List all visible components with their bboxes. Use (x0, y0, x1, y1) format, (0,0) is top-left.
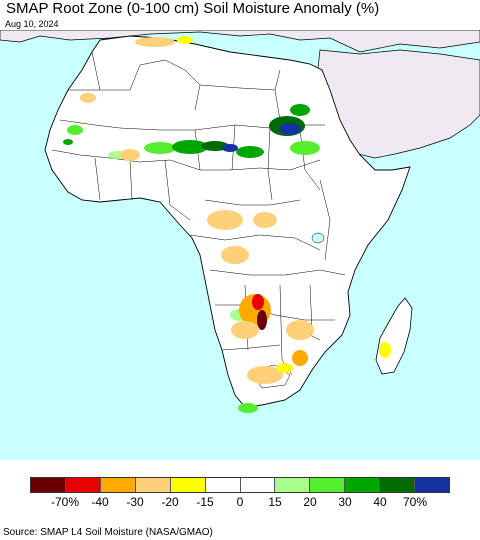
legend-swatch (240, 478, 276, 492)
legend-label: 70% (402, 495, 428, 509)
legend-label: 30 (338, 495, 352, 509)
lake-victoria (311, 232, 325, 244)
legend-labels: -70% -40 -30 -20 -15 0 15 20 30 40 70% (30, 495, 450, 511)
legend-swatch (380, 478, 416, 492)
legend-swatch (205, 478, 241, 492)
legend-label: -20 (161, 495, 179, 509)
legend-swatch (135, 478, 171, 492)
legend-label: 20 (303, 495, 317, 509)
legend-label: 0 (236, 495, 244, 509)
legend-swatch (31, 478, 66, 492)
legend-label: 15 (268, 495, 282, 509)
legend-label: -40 (91, 495, 109, 509)
africa-soil-moisture-map (0, 29, 480, 460)
legend-label: 40 (373, 495, 387, 509)
map-date: Aug 10, 2024 (5, 19, 59, 29)
map-title: SMAP Root Zone (0-100 cm) Soil Moisture … (6, 0, 380, 17)
legend-swatch (345, 478, 381, 492)
anomaly-patches-dry (80, 36, 391, 384)
legend-swatch (415, 478, 450, 492)
europe-landmass (0, 29, 480, 53)
anomaly-patches-wet (63, 104, 320, 413)
legend-swatch (170, 478, 206, 492)
legend-swatch (100, 478, 136, 492)
legend-label: -70% (50, 495, 80, 509)
country-borders (51, 51, 346, 389)
source-note: Source: SMAP L4 Soil Moisture (NASA/GMAO… (3, 527, 213, 538)
color-legend (30, 477, 450, 493)
legend-swatch (65, 478, 101, 492)
legend-swatch (275, 478, 311, 492)
legend-swatch (310, 478, 346, 492)
legend-label: -15 (196, 495, 214, 509)
legend-label: -30 (126, 495, 144, 509)
